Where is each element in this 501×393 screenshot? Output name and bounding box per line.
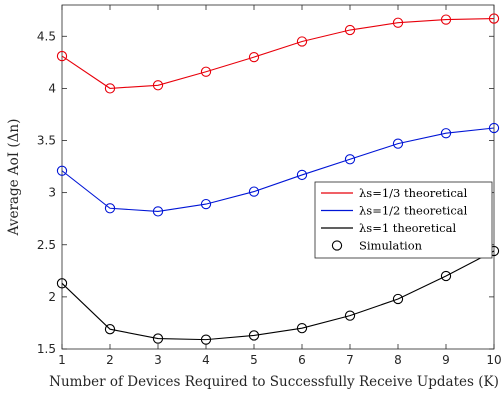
y-tick-label: 2 (48, 290, 56, 304)
data-point (344, 154, 356, 165)
y-axis-label: Average AoI (Δn) (6, 119, 22, 237)
data-point (488, 13, 500, 24)
data-point (152, 333, 164, 344)
series-line-1 (61, 18, 495, 89)
x-tick-label: 8 (394, 353, 402, 367)
y-tick-label: 3.5 (37, 134, 56, 148)
legend-label: λs=1 theoretical (359, 221, 456, 235)
plot-area: 1 2 3 4 5 6 7 8 9 10 1.5 2 2.5 3 3.5 4 4.5 (37, 4, 501, 367)
x-tick-label: 6 (298, 353, 306, 367)
data-point (152, 206, 164, 217)
y-tick-label: 4.5 (37, 29, 56, 43)
y-tick-label: 4 (48, 81, 56, 95)
data-point (392, 293, 404, 305)
x-tick-label: 5 (250, 353, 258, 367)
data-point (392, 138, 404, 149)
data-point (248, 51, 260, 63)
y-tick-label: 3 (48, 186, 56, 200)
data-point (104, 324, 116, 335)
data-point (200, 334, 212, 345)
legend-label: λs=1/2 theoretical (359, 204, 468, 218)
x-tick-label: 4 (202, 353, 210, 367)
x-axis-label: Number of Devices Required to Successful… (49, 374, 499, 390)
data-point (104, 203, 116, 214)
data-point (104, 83, 116, 94)
x-tick-label: 9 (442, 353, 450, 367)
data-point (56, 165, 68, 176)
legend-label: Simulation (359, 239, 423, 253)
data-point (344, 310, 356, 321)
series-line-2 (61, 127, 495, 212)
data-point (488, 122, 500, 134)
x-tick-label: 3 (154, 353, 162, 367)
data-point (56, 278, 68, 289)
data-point (248, 186, 260, 197)
x-tick-label: 1 (58, 353, 66, 367)
x-tick-label: 10 (486, 353, 501, 367)
data-point (392, 17, 404, 28)
data-point (296, 36, 308, 47)
data-point (56, 50, 68, 62)
legend-marker (331, 240, 343, 251)
data-point (200, 66, 212, 77)
x-tick-label: 2 (106, 353, 114, 367)
data-point (440, 14, 452, 25)
data-point (152, 80, 164, 91)
data-point (296, 323, 308, 334)
legend-label: λs=1/3 theoretical (359, 186, 468, 200)
data-point (440, 128, 452, 139)
y-tick-label: 2.5 (37, 238, 56, 252)
series-line-3 (61, 250, 495, 341)
x-tick-label: 7 (346, 353, 354, 367)
data-point (344, 24, 356, 36)
legend: λs=1/3 theoretical λs=1/2 theoretical λs=1… (314, 181, 493, 259)
data-point (440, 270, 452, 282)
legend-box (314, 181, 493, 259)
data-point (296, 169, 308, 181)
y-tick-label: 1.5 (37, 342, 56, 356)
axes-box (61, 4, 495, 350)
data-point (200, 198, 212, 210)
data-point (248, 330, 260, 341)
